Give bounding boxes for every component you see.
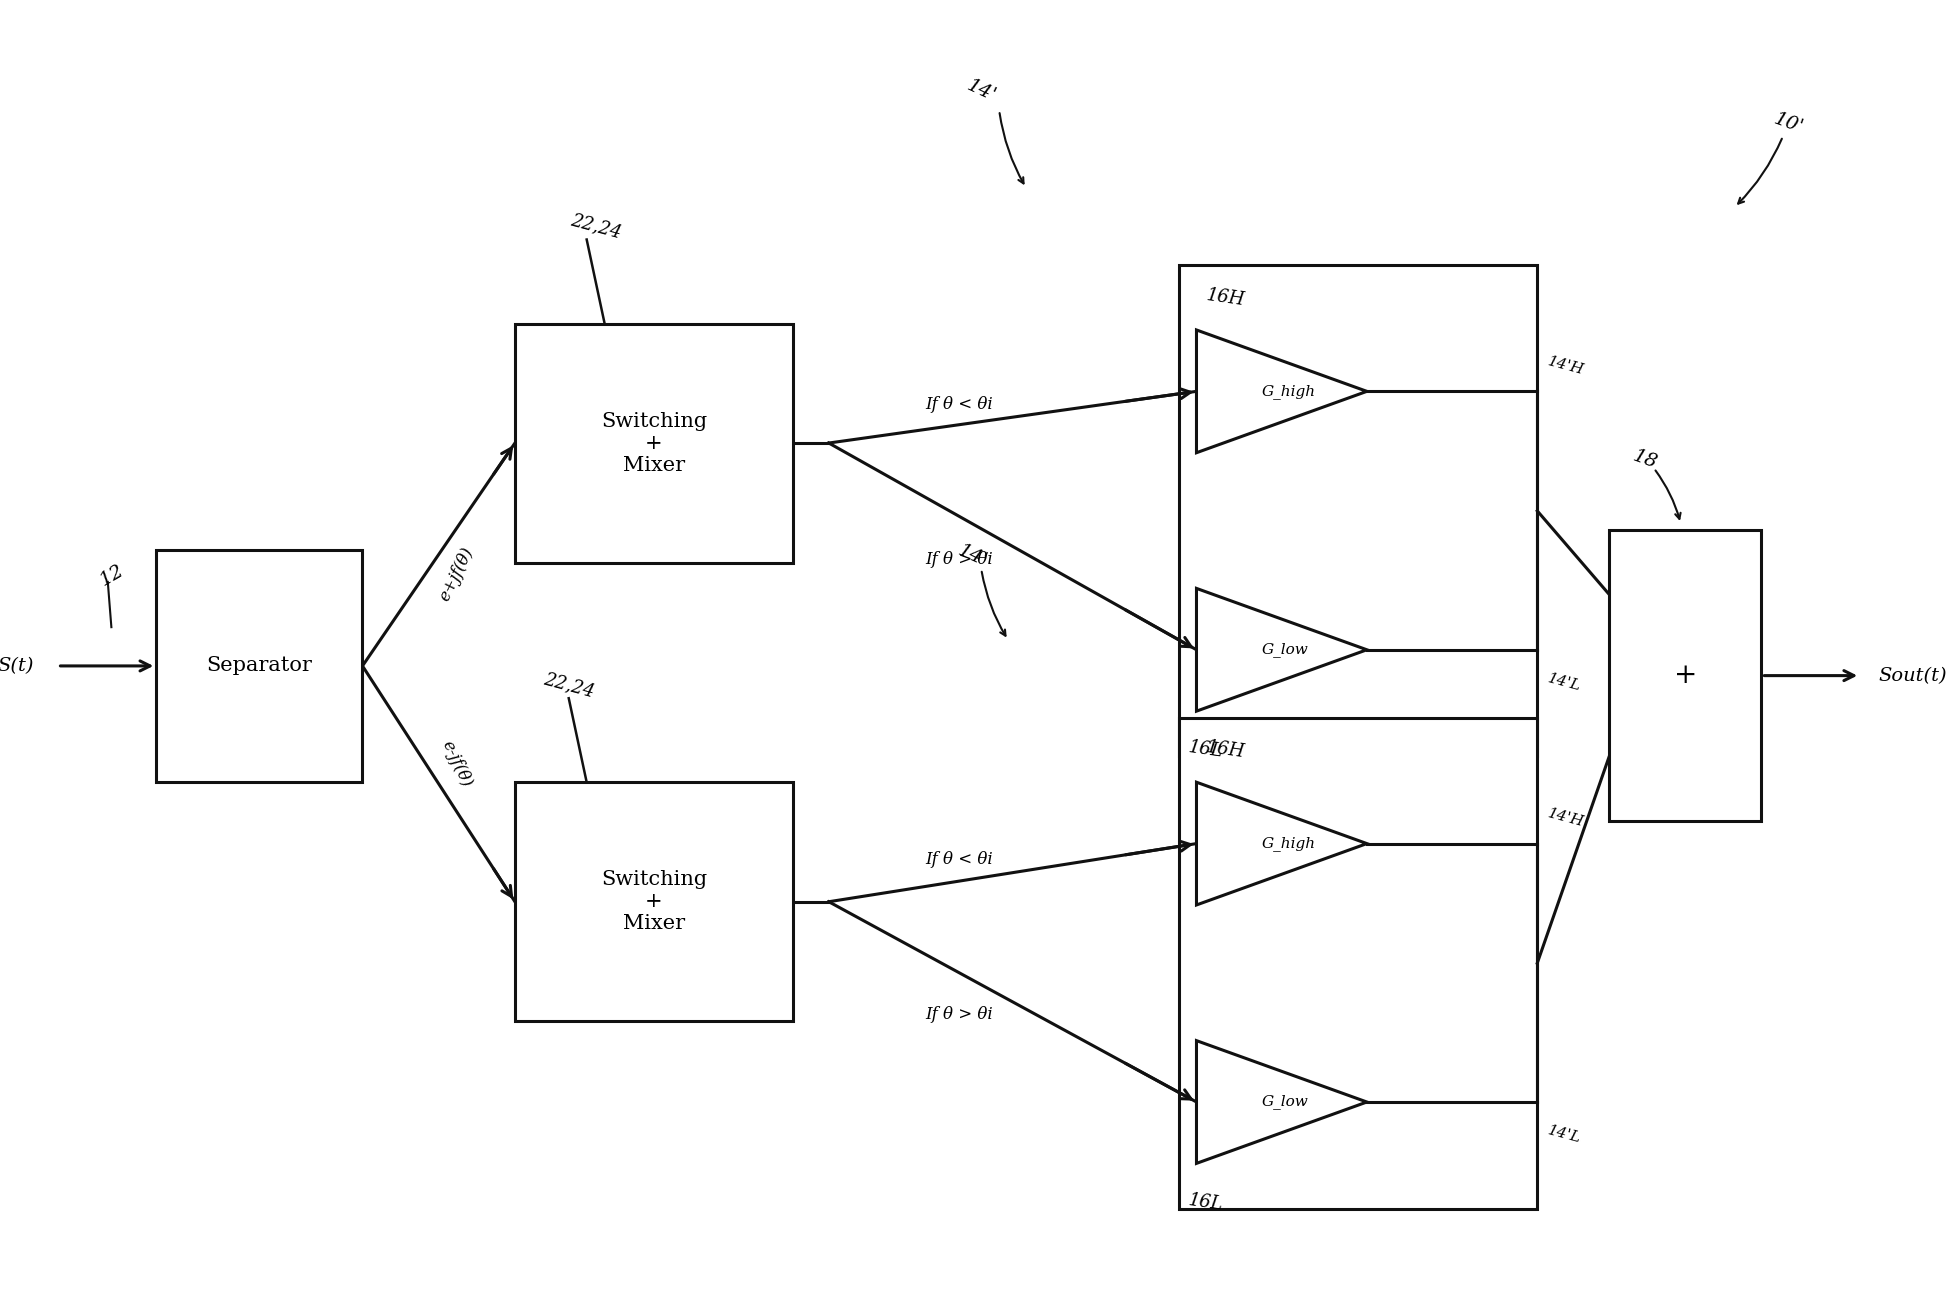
Polygon shape: [1196, 330, 1367, 453]
Text: Switching
+
Mixer: Switching + Mixer: [600, 870, 708, 934]
Text: 14'L: 14'L: [1546, 671, 1584, 693]
Text: 16H: 16H: [1206, 738, 1247, 761]
Text: G_high: G_high: [1261, 836, 1316, 852]
Text: 10': 10': [1771, 110, 1806, 137]
Text: 14': 14': [964, 77, 999, 106]
Text: If θ < θi: If θ < θi: [925, 852, 993, 868]
Bar: [156, 550, 362, 782]
Text: G_low: G_low: [1261, 643, 1308, 657]
Text: 14'L: 14'L: [1546, 1123, 1584, 1145]
Bar: [514, 782, 794, 1021]
Polygon shape: [1196, 1041, 1367, 1164]
Text: +: +: [1673, 662, 1697, 690]
Text: 22,24: 22,24: [542, 670, 596, 701]
Polygon shape: [1196, 782, 1367, 905]
Text: 14': 14': [954, 542, 989, 571]
Text: G_low: G_low: [1261, 1094, 1308, 1109]
Text: Separator: Separator: [207, 657, 313, 675]
Text: e-jf(θ): e-jf(θ): [438, 738, 475, 790]
Text: e+jf(θ): e+jf(θ): [436, 545, 477, 603]
Text: Sout(t): Sout(t): [1879, 666, 1947, 684]
Text: 16H: 16H: [1206, 286, 1247, 310]
Text: 12: 12: [96, 562, 127, 589]
Text: 16L: 16L: [1187, 1191, 1224, 1213]
Bar: [1179, 265, 1537, 756]
Text: If θ > θi: If θ > θi: [925, 1007, 993, 1024]
Bar: [1179, 717, 1537, 1208]
Text: G_high: G_high: [1261, 384, 1316, 398]
Text: If θ > θi: If θ > θi: [925, 551, 993, 568]
Bar: [514, 324, 794, 563]
Text: S(t): S(t): [0, 657, 35, 675]
Text: 14'H: 14'H: [1546, 806, 1586, 829]
Text: If θ < θi: If θ < θi: [925, 396, 993, 413]
Polygon shape: [1196, 589, 1367, 712]
Text: 18: 18: [1630, 447, 1660, 471]
Text: 16L: 16L: [1187, 739, 1224, 761]
Text: 22,24: 22,24: [569, 212, 624, 242]
Text: Switching
+
Mixer: Switching + Mixer: [600, 411, 708, 474]
Text: 14'H: 14'H: [1546, 354, 1586, 377]
Bar: [1609, 530, 1761, 821]
